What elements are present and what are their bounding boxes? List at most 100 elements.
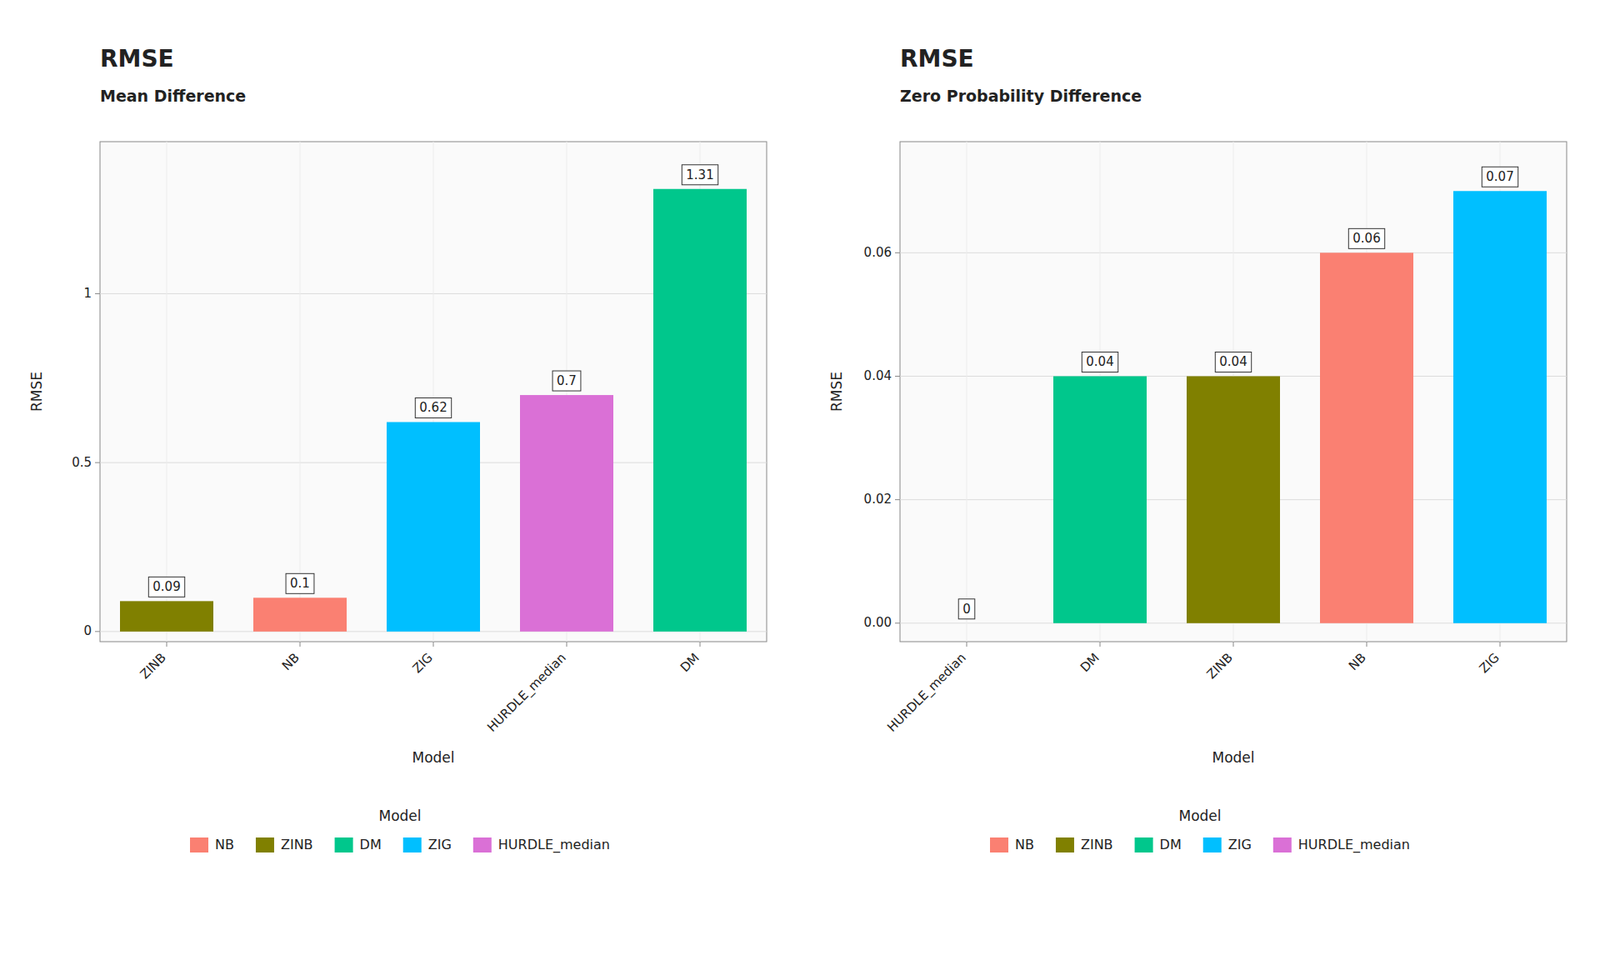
bar [920, 622, 1014, 624]
y-tick [95, 462, 100, 464]
data-label-group: 0.09 [148, 576, 185, 597]
grid-line-x [300, 141, 301, 642]
legend-label: DM [1160, 836, 1182, 853]
bar [386, 421, 480, 631]
bar [520, 395, 614, 632]
x-tick [166, 641, 168, 647]
legend-label: ZIG [1228, 836, 1252, 853]
subtitle: Zero Probability Difference [900, 86, 1142, 105]
legend-label: NB [1015, 836, 1035, 853]
data-label: 0.04 [1085, 354, 1114, 370]
data-label: 0.06 [1352, 230, 1380, 246]
x-tick [566, 641, 568, 647]
x-tick-label: DM [1077, 650, 1103, 675]
y-tick-label: 0.02 [864, 491, 892, 507]
legend-swatch [403, 837, 422, 853]
legend-label: DM [360, 836, 382, 853]
data-label-group: 0.1 [285, 573, 315, 594]
data-label-box [415, 397, 451, 418]
y-axis-label: RMSE [28, 371, 45, 412]
bars [120, 189, 747, 632]
grid-line-x [966, 141, 968, 642]
legend-items: NB ZINB DM ZIG HURDLE_median [190, 836, 610, 854]
data-label-group: 0.7 [552, 370, 581, 391]
legend: ModelNBZINBDMZIGHURDLE_median [990, 807, 1410, 854]
data-label-box [681, 165, 718, 185]
data-label: 0.62 [419, 400, 447, 415]
data-label-group: 0.62 [415, 397, 451, 418]
data-label-group: 0.07 [1481, 166, 1518, 187]
x-tick [966, 641, 968, 647]
x-tick-label: NB [279, 650, 303, 674]
x-tick [1366, 641, 1368, 647]
legend-label: ZIG [428, 836, 452, 853]
x-tick-label: HURDLE_median [484, 650, 570, 735]
x-tick-label: ZINB [136, 650, 169, 682]
legend-item: HURDLE_median [473, 836, 610, 854]
bar [1320, 252, 1414, 623]
x-tick [1100, 641, 1101, 647]
subtitle: Mean Difference [100, 86, 246, 105]
data-label-box [1481, 166, 1518, 187]
data-label-group: 0.06 [1348, 228, 1385, 249]
legend-label: NB [215, 836, 235, 853]
panel: RMSEZero Probability Difference0.000.020… [828, 45, 1567, 854]
data-label: 0.1 [290, 575, 310, 591]
data-label-group: 0.04 [1081, 351, 1118, 372]
bar [1453, 190, 1547, 624]
legend-swatch [1273, 837, 1292, 853]
legend-item: NB [990, 836, 1035, 854]
panel: RMSEMean Difference00.51ZINBNBZIGHURDLE_… [28, 45, 767, 854]
bars [1053, 190, 1547, 624]
legend: ModelNBZINBDMZIGHURDLE_median [190, 807, 610, 854]
bar [653, 189, 747, 632]
legend-swatch [255, 837, 275, 853]
legend-swatch [1055, 837, 1075, 853]
legend-item: NB [190, 836, 235, 854]
bar [120, 600, 214, 631]
grid-line-x [166, 141, 168, 642]
y-tick [895, 375, 900, 377]
x-tick-label: NB [1345, 650, 1370, 674]
plot-frame [900, 141, 1567, 642]
y-tick-label: 0 [83, 623, 92, 639]
data-label-box [148, 576, 185, 597]
y-tick-label: 1 [83, 285, 92, 301]
y-tick [895, 622, 900, 624]
x-axis-label: Model [411, 749, 455, 766]
data-label-box [958, 599, 975, 620]
y-tick-label: 0.04 [864, 368, 892, 384]
legend-label: ZINB [1080, 836, 1114, 853]
data-label: 0.04 [1219, 354, 1247, 370]
data-label: 0.07 [1485, 169, 1514, 185]
legend-label: ZINB [280, 836, 314, 853]
x-tick [1500, 641, 1501, 647]
legend-item: ZINB [1055, 836, 1114, 854]
legend-swatch [990, 837, 1009, 853]
data-label: 0.09 [152, 579, 180, 595]
x-tick-label: ZIG [1475, 650, 1502, 676]
y-tick-label: 0.06 [864, 245, 892, 260]
legend-item: DM [1135, 836, 1182, 854]
x-tick-label: ZINB [1203, 650, 1235, 682]
data-label-group: 1.31 [681, 165, 718, 185]
data-label-box [1081, 351, 1118, 372]
x-tick-label: HURDLE_median [884, 650, 970, 735]
legend-swatch [335, 837, 354, 853]
x-tick-label: DM [677, 650, 703, 675]
y-tick [95, 630, 100, 632]
legend-item: ZIG [403, 836, 452, 854]
data-label: 0.7 [556, 373, 577, 389]
y-tick-label: 0.00 [864, 615, 892, 630]
legend-item: HURDLE_median [1273, 836, 1410, 854]
data-label-group: 0.04 [1215, 351, 1251, 372]
legend-item: DM [335, 836, 382, 854]
bar [253, 597, 347, 632]
data-label-box [1215, 351, 1251, 372]
data-label-box [552, 370, 581, 391]
y-tick [895, 499, 900, 500]
x-axis-label: Model [1211, 749, 1255, 766]
bar [1053, 375, 1147, 623]
legend-swatch [473, 837, 492, 853]
legend-swatch [1203, 837, 1222, 853]
